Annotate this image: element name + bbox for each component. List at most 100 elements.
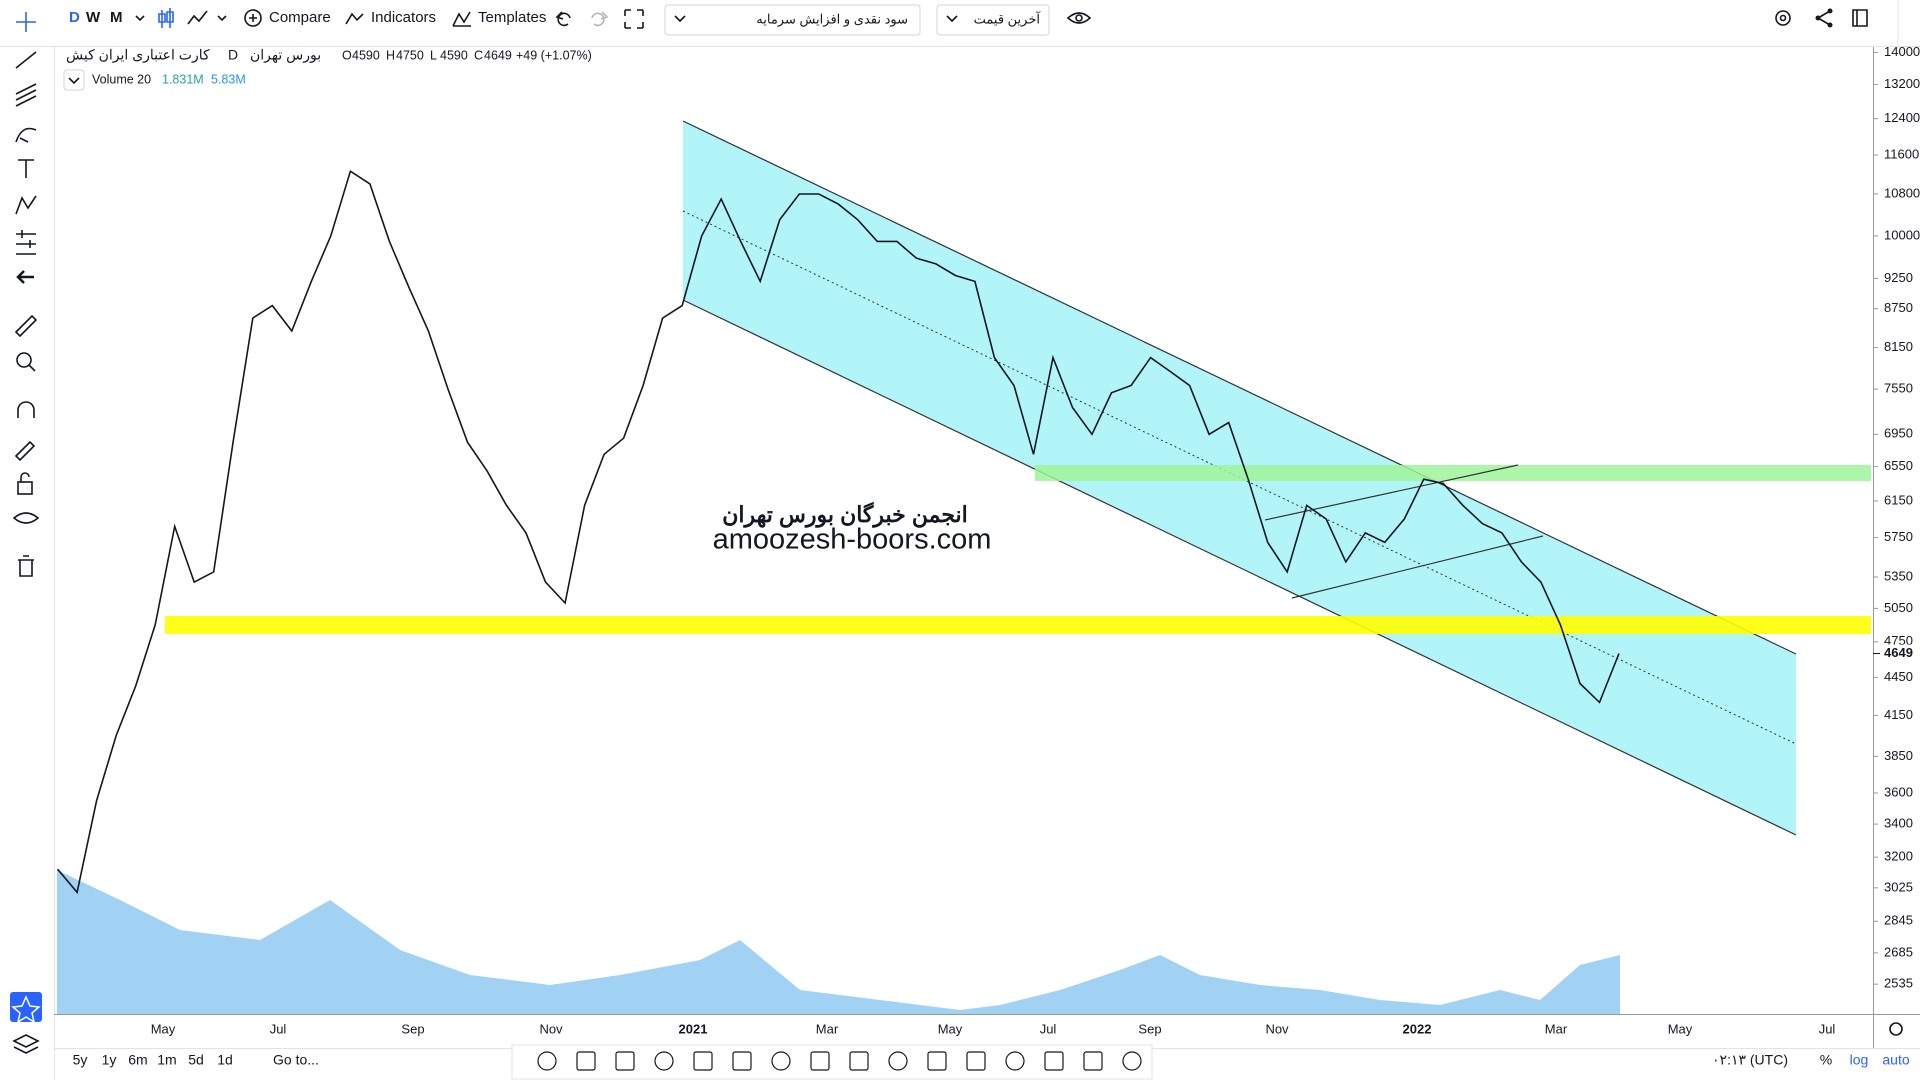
ohlc-value: 4590	[440, 48, 468, 62]
y-tick-label: 7550	[1884, 381, 1913, 396]
x-tick-label: Jul	[270, 1021, 287, 1036]
interval-d[interactable]: D	[69, 9, 80, 26]
left-toolbar	[0, 47, 54, 1080]
channel-mid	[682, 210, 1797, 745]
watermark-url: amoozesh-boors.com	[713, 524, 992, 556]
panel[interactable]	[1852, 9, 1868, 27]
compare-button[interactable]: Compare	[269, 9, 331, 26]
x-tick-label: Jul	[1819, 1021, 1836, 1036]
range-button[interactable]: 1y	[102, 1052, 117, 1068]
price-source-select[interactable]	[936, 4, 1050, 36]
y-tick-label: 6950	[1884, 426, 1913, 441]
adjustment-select[interactable]	[664, 4, 921, 36]
goto[interactable]: Go to...	[273, 1052, 319, 1068]
x-tick-label: Jul	[1040, 1021, 1057, 1036]
drawing-bar-icon[interactable]	[615, 1051, 635, 1071]
channel-tool[interactable]	[15, 83, 37, 107]
lock-drawing-tool[interactable]	[14, 440, 36, 462]
remove-tool[interactable]	[18, 555, 34, 577]
y-tick-label: 9250	[1884, 270, 1913, 285]
range-button[interactable]: 6m	[128, 1052, 147, 1068]
y-tick-label: 4450	[1884, 669, 1913, 684]
drawing-bar-icon[interactable]	[966, 1051, 986, 1071]
adjustment-text: سود نقدی و افزایش سرمایه	[756, 11, 908, 27]
drawing-bar-icon[interactable]	[771, 1051, 791, 1071]
text-tool[interactable]	[18, 159, 34, 178]
drawing-bar	[511, 1044, 1153, 1080]
style-menu[interactable]	[217, 15, 227, 22]
ohlc-label: C	[474, 48, 483, 62]
x-tick-label: Nov	[539, 1021, 563, 1036]
interval-m[interactable]: M	[110, 9, 123, 26]
y-tick-label: 2845	[1884, 913, 1913, 928]
change: +49 (+1.07%)	[516, 48, 592, 62]
watchlist-star[interactable]	[10, 992, 42, 1022]
auto-toggle[interactable]: auto	[1882, 1052, 1909, 1068]
percent-toggle[interactable]: %	[1820, 1052, 1832, 1068]
price-line	[56, 169, 1620, 895]
x-tick-label: 2022	[1403, 1021, 1432, 1036]
pattern-tool[interactable]	[15, 195, 37, 215]
drawing-bar-icon[interactable]	[1083, 1051, 1103, 1071]
interval-w[interactable]: W	[86, 9, 101, 26]
range-button[interactable]: 5d	[188, 1052, 204, 1068]
last-price-label: 4649	[1884, 645, 1913, 660]
undo[interactable]	[555, 11, 571, 27]
y-tick-label: 2685	[1884, 944, 1913, 959]
x-tick-label: 2021	[679, 1021, 708, 1036]
hide-tool[interactable]	[12, 512, 40, 524]
drawing-bar-icon[interactable]	[1122, 1051, 1142, 1071]
drawing-bar-icon[interactable]	[537, 1051, 557, 1071]
drawing-bar-icon[interactable]	[576, 1051, 596, 1071]
volume-toggle[interactable]	[63, 69, 85, 91]
templates-button[interactable]: Templates	[478, 9, 546, 26]
small-channel-bottom	[1291, 535, 1544, 599]
compare-icon[interactable]	[244, 9, 262, 27]
axis-settings[interactable]	[1889, 1022, 1903, 1036]
x-tick-label: Sep	[401, 1021, 424, 1036]
settings[interactable]	[1775, 10, 1791, 26]
fullscreen[interactable]	[624, 9, 644, 29]
lock-tool[interactable]	[17, 481, 33, 495]
interval-menu[interactable]	[135, 15, 145, 22]
symbol-name: کارت اعتباری ایران کیش	[66, 47, 210, 64]
trend-line-tool[interactable]	[15, 51, 37, 69]
line-style[interactable]	[187, 10, 208, 25]
range-button[interactable]: 5y	[73, 1052, 88, 1068]
forecast-tool[interactable]	[16, 230, 36, 255]
drawing-bar-icon[interactable]	[654, 1051, 674, 1071]
drawing-bar-icon[interactable]	[810, 1051, 830, 1071]
indicators-button[interactable]: Indicators	[371, 9, 436, 26]
measure-tool[interactable]	[14, 314, 38, 338]
channel-top	[682, 120, 1797, 655]
y-tick-label: 4750	[1884, 633, 1913, 648]
drawing-bar-icon[interactable]	[1005, 1051, 1025, 1071]
indicators-icon[interactable]	[345, 12, 364, 25]
drawing-bar-icon[interactable]	[849, 1051, 869, 1071]
log-toggle[interactable]: log	[1850, 1052, 1869, 1068]
symbol-interval: D	[228, 47, 238, 63]
back-tool[interactable]	[16, 270, 34, 284]
y-tick-label: 5750	[1884, 529, 1913, 544]
y-tick-label: 3025	[1884, 879, 1913, 894]
drawing-bar-icon[interactable]	[888, 1051, 908, 1071]
range-button[interactable]: 1m	[157, 1052, 176, 1068]
range-button[interactable]: 1d	[217, 1052, 233, 1068]
crosshair-tool[interactable]	[16, 12, 36, 32]
y-tick-label: 5350	[1884, 568, 1913, 583]
brush-tool[interactable]	[15, 127, 37, 143]
price-source-text: آخرین قیمت	[974, 10, 1042, 27]
volume-ma: 5.83M	[211, 72, 246, 86]
drawing-bar-icon[interactable]	[927, 1051, 947, 1071]
y-tick-label: 2535	[1884, 976, 1913, 991]
visibility[interactable]	[1066, 12, 1092, 24]
drawing-bar-icon[interactable]	[732, 1051, 752, 1071]
chart-style[interactable]	[158, 8, 174, 28]
zoom-tool[interactable]	[16, 352, 32, 368]
templates-icon[interactable]	[452, 11, 471, 27]
layers[interactable]	[12, 1034, 40, 1054]
drawing-bar-icon[interactable]	[1044, 1051, 1064, 1071]
magnet-tool[interactable]	[17, 401, 35, 418]
drawing-bar-icon[interactable]	[693, 1051, 713, 1071]
y-tick-label: 14000	[1884, 44, 1920, 59]
